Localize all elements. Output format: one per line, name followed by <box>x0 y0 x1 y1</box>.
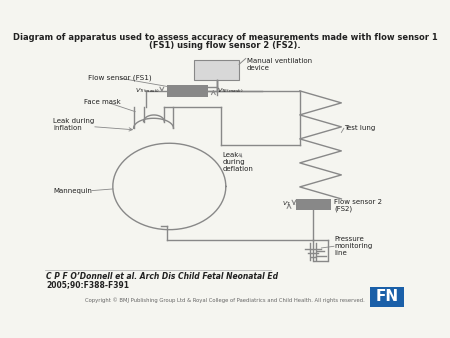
Text: Copyright © BMJ Publishing Group Ltd & Royal College of Paediatrics and Child He: Copyright © BMJ Publishing Group Ltd & R… <box>85 297 365 303</box>
Text: Pressure
monitoring
line: Pressure monitoring line <box>334 236 372 256</box>
Text: Flow sensor 2
(FS2): Flow sensor 2 (FS2) <box>334 199 382 212</box>
Text: Test lung: Test lung <box>344 125 375 131</box>
Text: Leak during
inflation: Leak during inflation <box>53 118 94 130</box>
Text: (FS1) using flow sensor 2 (FS2).: (FS1) using flow sensor 2 (FS2). <box>149 41 301 50</box>
Text: FN: FN <box>375 289 399 305</box>
Text: Flow sensor (FS1): Flow sensor (FS1) <box>88 74 152 81</box>
Text: Leak
during
deflation: Leak during deflation <box>222 151 253 172</box>
Text: Face mask: Face mask <box>84 99 121 105</box>
Bar <box>370 287 404 307</box>
Text: Manual ventilation
device: Manual ventilation device <box>247 58 312 71</box>
Text: 2005;90:F388-F391: 2005;90:F388-F391 <box>46 280 129 289</box>
Bar <box>167 85 208 97</box>
Text: $V_T$: $V_T$ <box>282 199 292 208</box>
Bar <box>194 60 239 80</box>
Text: Diagram of apparatus used to assess accuracy of measurements made with flow sens: Diagram of apparatus used to assess accu… <box>13 33 437 42</box>
Text: C P F O’Donnell et al. Arch Dis Child Fetal Neonatal Ed: C P F O’Donnell et al. Arch Dis Child Fe… <box>46 272 279 281</box>
Text: $V_{TI(mask)}$: $V_{TI(mask)}$ <box>135 87 160 95</box>
Bar <box>296 199 331 210</box>
Text: $V_{TE(mask)}$: $V_{TE(mask)}$ <box>217 87 243 95</box>
Text: Mannequin: Mannequin <box>53 188 92 194</box>
